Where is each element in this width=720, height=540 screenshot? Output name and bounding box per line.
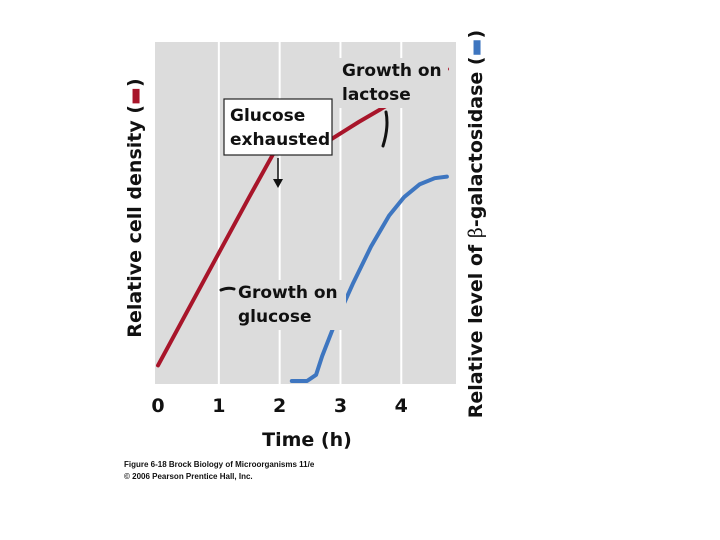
x-ticks: 0 1 2 3 4 xyxy=(151,395,407,417)
svg-text:Relative level of β-galactosid: Relative level of β-galactosidase (▬) xyxy=(465,30,487,418)
annotation-growth-on-lactose: Growth on lactose xyxy=(338,58,448,148)
ann-glucose-pointer xyxy=(219,286,236,292)
ylabel-right-mid: -galactosidase ( xyxy=(465,56,487,227)
y-axis-title-right: Relative level of β-galactosidase (▬) xyxy=(465,30,487,418)
x-tick-label-1: 1 xyxy=(212,395,225,417)
ann-lactose-line2: lactose xyxy=(342,85,411,105)
ann-glucose-exhausted-line1: Glucose xyxy=(230,106,305,126)
y-axis-title-left: Relative cell density (▬) xyxy=(124,78,146,337)
ann-glucose-exhausted-arrowhead xyxy=(273,179,283,188)
ylabel-right-suffix: ) xyxy=(465,30,487,39)
annotation-glucose-exhausted: Glucose exhausted xyxy=(223,98,333,188)
ylabel-right-prefix: Relative level of xyxy=(465,238,487,418)
line-beta-galactosidase xyxy=(289,174,449,383)
ylabel-left-suffix: ) xyxy=(124,78,146,87)
x-tick-label-3: 3 xyxy=(334,395,347,417)
ann-lactose-line1: Growth on xyxy=(342,61,442,81)
ylabel-right-beta: β xyxy=(465,227,487,238)
credit-line1: Figure 6-18 Brock Biology of Microorgani… xyxy=(124,460,315,469)
ylabel-left-prefix: Relative cell density ( xyxy=(124,105,146,338)
ann-glucose-line1: Growth on xyxy=(238,283,338,303)
ann-glucose-line2: glucose xyxy=(238,307,312,327)
x-tick-label-4: 4 xyxy=(395,395,408,417)
ann-glucose-exhausted-line2: exhausted xyxy=(230,130,330,150)
svg-text:Relative cell density (▬): Relative cell density (▬) xyxy=(124,78,146,337)
annotation-growth-on-glucose: Growth on glucose xyxy=(219,280,346,330)
x-axis-title: Time (h) xyxy=(262,429,352,451)
legend-swatch-blue: ▬ xyxy=(465,38,487,56)
x-tick-label-2: 2 xyxy=(273,395,286,417)
legend-swatch-red: ▬ xyxy=(124,87,146,105)
credit-line2: © 2006 Pearson Prentice Hall, Inc. xyxy=(124,472,253,481)
x-tick-label-0: 0 xyxy=(151,395,164,417)
ann-lactose-pointer xyxy=(381,110,389,148)
